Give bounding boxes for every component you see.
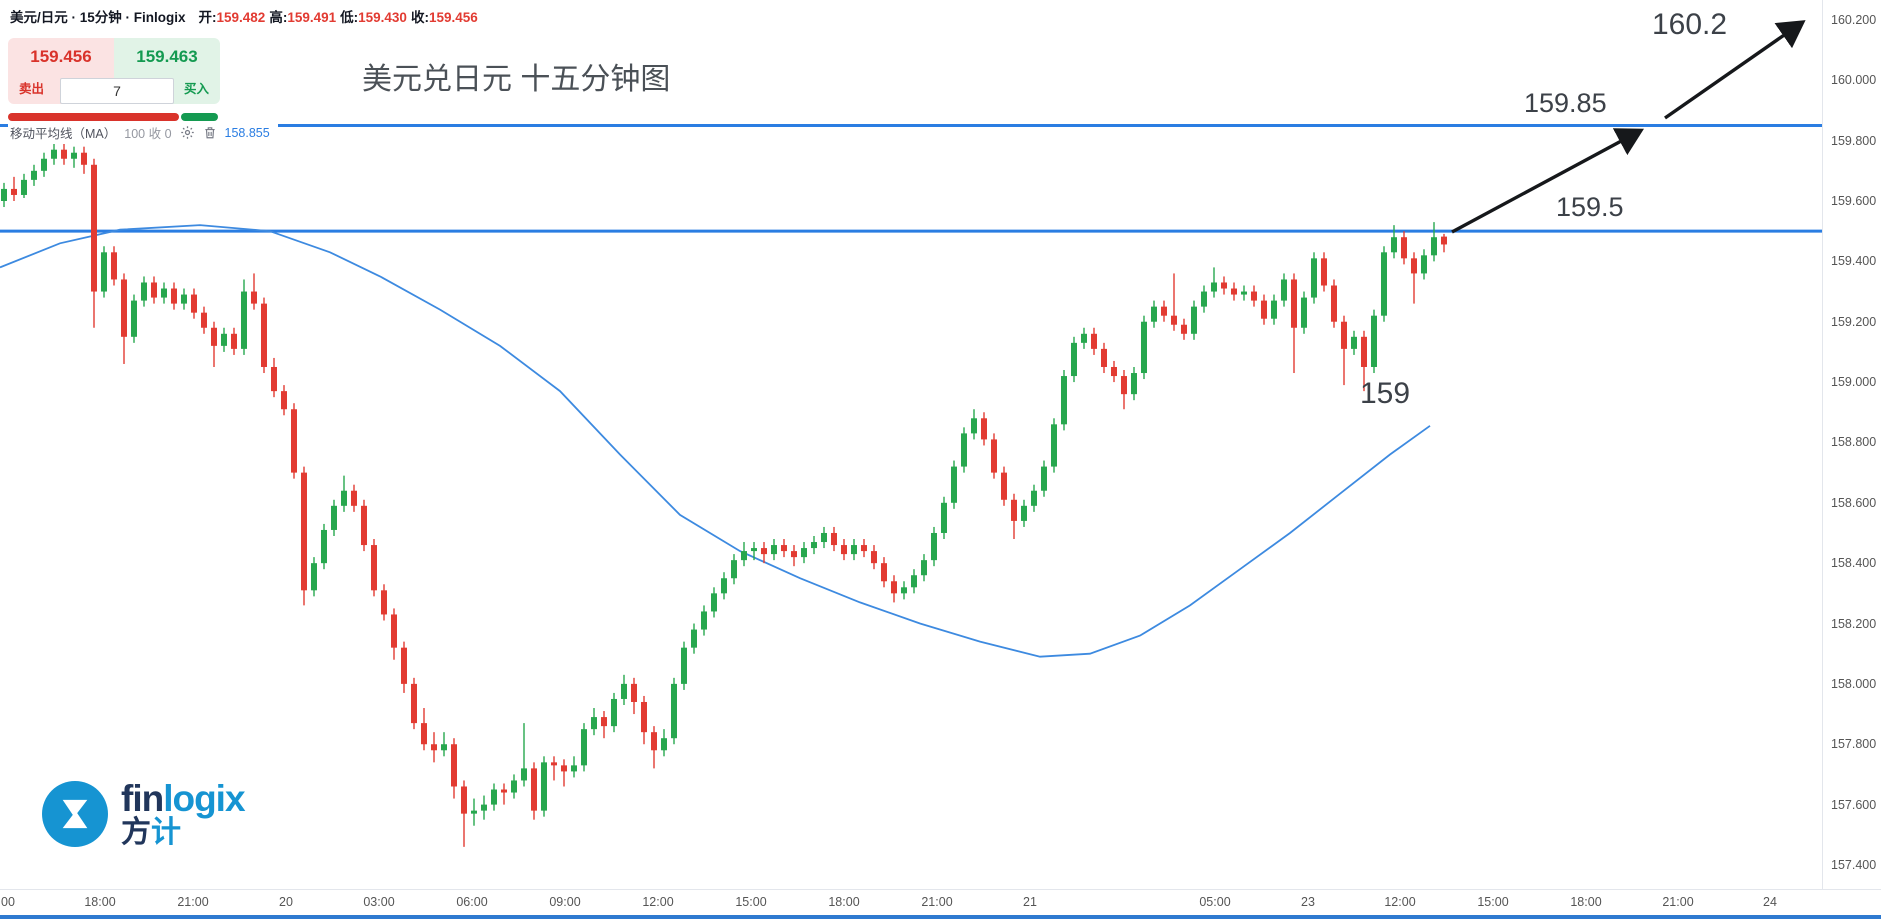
time-axis-separator [0, 889, 1881, 890]
price-tick-label: 158.400 [1831, 556, 1877, 571]
time-tick-label: 21:00 [177, 895, 209, 909]
price-tick-label: 157.600 [1831, 797, 1877, 812]
ma-indicator-legend: 移动平均线（MA） 100 收 0 158.855 [8, 121, 278, 144]
time-tick-label: 15:00 [1477, 895, 1509, 909]
logo-cn-dark: 方 [121, 816, 151, 849]
ohlc-value: 159.491 [287, 10, 337, 25]
logo-fin: fin [121, 778, 164, 819]
price-tick-label: 159.400 [1831, 254, 1877, 269]
ma-name: 移动平均线（MA） [10, 127, 117, 141]
price-tick-label: 157.400 [1831, 857, 1877, 872]
price-annotation: 160.2 [1652, 8, 1728, 41]
time-tick-label: 21:00 [921, 895, 953, 909]
bottom-accent-bar [0, 915, 1881, 919]
buy-price: 159.463 [136, 47, 198, 66]
order-widget: 159.456 159.463 卖出 买入 [8, 38, 220, 104]
price-annotation: 159 [1360, 377, 1411, 410]
symbol-header: 美元/日元 · 15分钟 · Finlogix 开:159.482 高:159.4… [10, 6, 478, 26]
sell-price: 159.456 [30, 47, 92, 66]
chart-title-annotation: 美元兑日元 十五分钟图 [362, 63, 671, 96]
time-tick-label: 12:00 [642, 895, 674, 909]
price-tick-label: 157.800 [1831, 737, 1877, 752]
price-annotation: 159.85 [1524, 88, 1607, 118]
time-tick-label: 15:00 [735, 895, 767, 909]
quantity-input[interactable] [60, 78, 174, 104]
price-annotation: 159.5 [1556, 192, 1624, 222]
ohlc-label: 开: [198, 10, 217, 25]
time-tick-label: 20 [279, 895, 293, 909]
sell-ratio-segment [8, 113, 179, 121]
time-tick-label: 09:00 [549, 895, 581, 909]
gear-icon[interactable] [180, 125, 195, 140]
sell-label[interactable]: 卖出 [19, 82, 45, 96]
time-tick-label: 03:00 [363, 895, 395, 909]
ohlc-value: 159.482 [216, 10, 266, 25]
price-tick-label: 158.600 [1831, 495, 1877, 510]
ma-params: 100 收 0 [124, 127, 172, 141]
finlogix-logo: finlogix 方计 [42, 778, 246, 849]
time-tick-label: 12:00 [1384, 895, 1416, 909]
time-tick-label: 05:00 [1199, 895, 1231, 909]
ohlc-values: 开:159.482 高:159.491 低:159.430 收:159.456 [195, 6, 478, 26]
time-tick-label: 21:00 [1662, 895, 1694, 909]
price-axis-separator [1822, 0, 1823, 889]
sell-buy-ratio-bar [8, 113, 218, 121]
time-tick-label: 18:00 [84, 895, 116, 909]
buy-ratio-segment [180, 113, 218, 121]
finlogix-logo-icon [42, 781, 108, 848]
price-tick-label: 159.800 [1831, 133, 1877, 148]
price-tick-label: 158.000 [1831, 676, 1877, 691]
buy-label[interactable]: 买入 [183, 82, 209, 96]
price-tick-label: 158.200 [1831, 616, 1877, 631]
ohlc-label: 低: [340, 10, 359, 25]
price-tick-label: 159.600 [1831, 193, 1877, 208]
time-tick-label: 21 [1023, 895, 1037, 909]
logo-cn-blue: 计 [151, 816, 181, 849]
time-tick-label: 00 [1, 895, 15, 909]
level-lines[interactable] [0, 124, 1822, 233]
ohlc-value: 159.456 [428, 10, 478, 25]
time-tick-label: 23 [1301, 895, 1315, 909]
price-tick-label: 160.000 [1831, 73, 1877, 88]
time-tick-label: 18:00 [1570, 895, 1602, 909]
time-tick-label: 06:00 [456, 895, 488, 909]
time-tick-label: 24 [1763, 895, 1777, 909]
logo-logix: logix [163, 778, 245, 819]
finlogix-logo-text: finlogix 方计 [121, 778, 246, 849]
candlestick-chart-canvas[interactable] [0, 0, 1822, 889]
price-tick-label: 159.200 [1831, 314, 1877, 329]
price-tick-label: 160.200 [1831, 12, 1877, 27]
price-tick-label: 158.800 [1831, 435, 1877, 450]
ma-current-value: 158.855 [224, 125, 270, 140]
ohlc-label: 高: [269, 10, 288, 25]
trend-arrows [1451, 20, 1806, 234]
ohlc-value: 159.430 [358, 10, 407, 25]
ohlc-label: 收: [410, 10, 429, 25]
candles [1, 140, 1447, 847]
trash-icon[interactable] [203, 125, 217, 140]
price-tick-label: 159.000 [1831, 375, 1877, 390]
symbol-title: 美元/日元 · 15分钟 · Finlogix [10, 10, 186, 25]
time-tick-label: 18:00 [828, 895, 860, 909]
ma-line [0, 224, 1431, 658]
